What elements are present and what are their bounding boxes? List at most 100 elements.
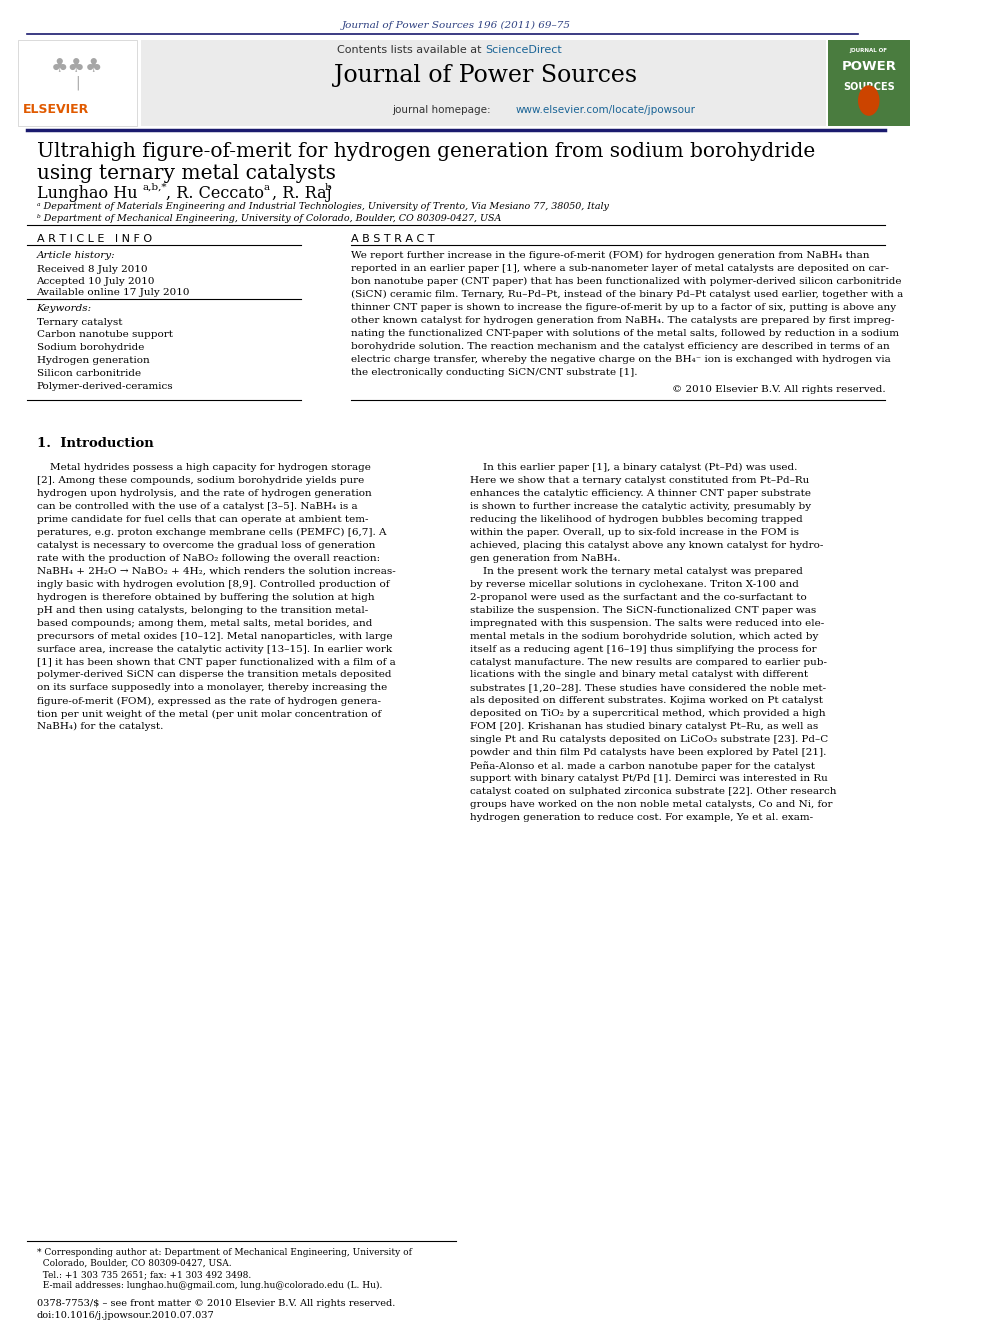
Text: 1.  Introduction: 1. Introduction (37, 437, 153, 450)
Text: can be controlled with the use of a catalyst [3–5]. NaBH₄ is a: can be controlled with the use of a cata… (37, 501, 357, 511)
Text: Available online 17 July 2010: Available online 17 July 2010 (37, 288, 190, 298)
Text: other known catalyst for hydrogen generation from NaBH₄. The catalysts are prepa: other known catalyst for hydrogen genera… (351, 316, 895, 325)
Text: pH and then using catalysts, belonging to the transition metal-: pH and then using catalysts, belonging t… (37, 606, 368, 615)
Text: Peña-Alonso et al. made a carbon nanotube paper for the catalyst: Peña-Alonso et al. made a carbon nanotub… (470, 761, 815, 771)
Text: A R T I C L E   I N F O: A R T I C L E I N F O (37, 234, 152, 245)
Text: Accepted 10 July 2010: Accepted 10 July 2010 (37, 277, 155, 286)
Text: a: a (264, 183, 270, 192)
Text: groups have worked on the non noble metal catalysts, Co and Ni, for: groups have worked on the non noble meta… (470, 800, 832, 810)
Text: journal homepage:: journal homepage: (393, 105, 494, 115)
Text: impregnated with this suspension. The salts were reduced into ele-: impregnated with this suspension. The sa… (470, 619, 824, 627)
Text: ELSEVIER: ELSEVIER (23, 103, 89, 116)
Text: Contents lists available at: Contents lists available at (337, 45, 485, 56)
Text: within the paper. Overall, up to six-fold increase in the FOM is: within the paper. Overall, up to six-fol… (470, 528, 799, 537)
Text: ᵇ Department of Mechanical Engineering, University of Colorado, Boulder, CO 8030: ᵇ Department of Mechanical Engineering, … (37, 214, 501, 224)
Text: , R. Raj: , R. Raj (272, 185, 331, 202)
Text: Article history:: Article history: (37, 251, 115, 261)
Text: borohydride solution. The reaction mechanism and the catalyst efficiency are des: borohydride solution. The reaction mecha… (351, 343, 890, 351)
Text: POWER: POWER (841, 60, 896, 73)
Text: figure-of-merit (FOM), expressed as the rate of hydrogen genera-: figure-of-merit (FOM), expressed as the … (37, 696, 381, 705)
Text: [2]. Among these compounds, sodium borohydride yields pure: [2]. Among these compounds, sodium boroh… (37, 476, 364, 486)
Text: catalyst is necessary to overcome the gradual loss of generation: catalyst is necessary to overcome the gr… (37, 541, 375, 550)
Text: reducing the likelihood of hydrogen bubbles becoming trapped: reducing the likelihood of hydrogen bubb… (470, 515, 803, 524)
Text: stabilize the suspension. The SiCN-functionalized CNT paper was: stabilize the suspension. The SiCN-funct… (470, 606, 816, 615)
Text: Tel.: +1 303 735 2651; fax: +1 303 492 3498.: Tel.: +1 303 735 2651; fax: +1 303 492 3… (37, 1270, 251, 1279)
Text: electric charge transfer, whereby the negative charge on the BH₄⁻ ion is exchang: electric charge transfer, whereby the ne… (351, 355, 891, 364)
Text: doi:10.1016/j.jpowsour.2010.07.037: doi:10.1016/j.jpowsour.2010.07.037 (37, 1311, 214, 1320)
Text: single Pt and Ru catalysts deposited on LiCoO₃ substrate [23]. Pd–C: single Pt and Ru catalysts deposited on … (470, 736, 828, 745)
Text: reported in an earlier paper [1], where a sub-nanometer layer of metal catalysts: reported in an earlier paper [1], where … (351, 265, 889, 274)
Text: itself as a reducing agent [16–19] thus simplifying the process for: itself as a reducing agent [16–19] thus … (470, 644, 816, 654)
FancyBboxPatch shape (827, 40, 910, 126)
Text: enhances the catalytic efficiency. A thinner CNT paper substrate: enhances the catalytic efficiency. A thi… (470, 490, 811, 497)
Text: , R. Ceccato: , R. Ceccato (166, 185, 264, 202)
Text: ᵃ Department of Materials Engineering and Industrial Technologies, University of: ᵃ Department of Materials Engineering an… (37, 202, 608, 212)
Text: © 2010 Elsevier B.V. All rights reserved.: © 2010 Elsevier B.V. All rights reserved… (672, 385, 885, 394)
Text: using ternary metal catalysts: using ternary metal catalysts (37, 164, 335, 183)
Text: Journal of Power Sources 196 (2011) 69–75: Journal of Power Sources 196 (2011) 69–7… (342, 21, 570, 30)
Circle shape (859, 86, 879, 115)
Text: |: | (75, 75, 80, 90)
Text: surface area, increase the catalytic activity [13–15]. In earlier work: surface area, increase the catalytic act… (37, 644, 392, 654)
Text: als deposited on different substrates. Kojima worked on Pt catalyst: als deposited on different substrates. K… (470, 696, 823, 705)
Text: b: b (324, 183, 331, 192)
Text: hydrogen upon hydrolysis, and the rate of hydrogen generation: hydrogen upon hydrolysis, and the rate o… (37, 490, 371, 497)
Text: nating the functionalized CNT-paper with solutions of the metal salts, followed : nating the functionalized CNT-paper with… (351, 329, 900, 339)
Text: NaBH₄ + 2H₂O → NaBO₂ + 4H₂, which renders the solution increas-: NaBH₄ + 2H₂O → NaBO₂ + 4H₂, which render… (37, 566, 395, 576)
Text: Received 8 July 2010: Received 8 July 2010 (37, 265, 147, 274)
Text: hydrogen generation to reduce cost. For example, Ye et al. exam-: hydrogen generation to reduce cost. For … (470, 814, 813, 822)
Text: gen generation from NaBH₄.: gen generation from NaBH₄. (470, 554, 620, 562)
Text: Carbon nanotube support: Carbon nanotube support (37, 331, 173, 340)
Text: ScienceDirect: ScienceDirect (485, 45, 562, 56)
Text: (SiCN) ceramic film. Ternary, Ru–Pd–Pt, instead of the binary Pd–Pt catalyst use: (SiCN) ceramic film. Ternary, Ru–Pd–Pt, … (351, 290, 904, 299)
Text: prime candidate for fuel cells that can operate at ambient tem-: prime candidate for fuel cells that can … (37, 515, 368, 524)
Text: Polymer-derived-ceramics: Polymer-derived-ceramics (37, 382, 174, 392)
Text: E-mail addresses: lunghao.hu@gmail.com, lung.hu@colorado.edu (L. Hu).: E-mail addresses: lunghao.hu@gmail.com, … (37, 1281, 382, 1290)
Text: In the present work the ternary metal catalyst was prepared: In the present work the ternary metal ca… (470, 566, 803, 576)
Text: Lunghao Hu: Lunghao Hu (37, 185, 137, 202)
Text: mental metals in the sodium borohydride solution, which acted by: mental metals in the sodium borohydride … (470, 631, 818, 640)
Text: ♣♣♣: ♣♣♣ (52, 57, 104, 75)
Text: Colorado, Boulder, CO 80309-0427, USA.: Colorado, Boulder, CO 80309-0427, USA. (37, 1259, 231, 1267)
Text: FOM [20]. Krishanan has studied binary catalyst Pt–Ru, as well as: FOM [20]. Krishanan has studied binary c… (470, 722, 818, 732)
Text: support with binary catalyst Pt/Pd [1]. Demirci was interested in Ru: support with binary catalyst Pt/Pd [1]. … (470, 774, 827, 783)
Text: Sodium borohydride: Sodium borohydride (37, 344, 144, 352)
FancyBboxPatch shape (142, 40, 826, 126)
Text: hydrogen is therefore obtained by buffering the solution at high: hydrogen is therefore obtained by buffer… (37, 593, 374, 602)
Text: precursors of metal oxides [10–12]. Metal nanoparticles, with large: precursors of metal oxides [10–12]. Meta… (37, 631, 392, 640)
Text: SOURCES: SOURCES (843, 82, 895, 93)
Text: In this earlier paper [1], a binary catalyst (Pt–Pd) was used.: In this earlier paper [1], a binary cata… (470, 463, 798, 472)
Text: deposited on TiO₂ by a supercritical method, which provided a high: deposited on TiO₂ by a supercritical met… (470, 709, 825, 718)
Text: catalyst manufacture. The new results are compared to earlier pub-: catalyst manufacture. The new results ar… (470, 658, 827, 667)
Text: Keywords:: Keywords: (37, 304, 91, 314)
Text: by reverse micellar solutions in cyclohexane. Triton X-100 and: by reverse micellar solutions in cyclohe… (470, 579, 799, 589)
Text: [1] it has been shown that CNT paper functionalized with a film of a: [1] it has been shown that CNT paper fun… (37, 658, 395, 667)
Text: based compounds; among them, metal salts, metal borides, and: based compounds; among them, metal salts… (37, 619, 372, 627)
Text: catalyst coated on sulphated zirconica substrate [22]. Other research: catalyst coated on sulphated zirconica s… (470, 787, 836, 796)
Text: powder and thin film Pd catalysts have been explored by Patel [21].: powder and thin film Pd catalysts have b… (470, 749, 826, 757)
Text: is shown to further increase the catalytic activity, presumably by: is shown to further increase the catalyt… (470, 501, 811, 511)
Text: * Corresponding author at: Department of Mechanical Engineering, University of: * Corresponding author at: Department of… (37, 1248, 412, 1257)
Text: the electronically conducting SiCN/CNT substrate [1].: the electronically conducting SiCN/CNT s… (351, 368, 638, 377)
Text: www.elsevier.com/locate/jpowsour: www.elsevier.com/locate/jpowsour (516, 105, 695, 115)
Text: peratures, e.g. proton exchange membrane cells (PEMFC) [6,7]. A: peratures, e.g. proton exchange membrane… (37, 528, 386, 537)
Text: Journal of Power Sources: Journal of Power Sources (334, 64, 637, 86)
FancyBboxPatch shape (18, 40, 137, 126)
Text: Ternary catalyst: Ternary catalyst (37, 318, 122, 327)
Text: Metal hydrides possess a high capacity for hydrogen storage: Metal hydrides possess a high capacity f… (37, 463, 370, 472)
Text: tion per unit weight of the metal (per unit molar concentration of: tion per unit weight of the metal (per u… (37, 709, 381, 718)
Text: a,b,*: a,b,* (143, 183, 167, 192)
Text: Hydrogen generation: Hydrogen generation (37, 356, 149, 365)
Text: 0378-7753/$ – see front matter © 2010 Elsevier B.V. All rights reserved.: 0378-7753/$ – see front matter © 2010 El… (37, 1299, 395, 1308)
Text: 2-propanol were used as the surfactant and the co-surfactant to: 2-propanol were used as the surfactant a… (470, 593, 806, 602)
Text: Ultrahigh figure-of-merit for hydrogen generation from sodium borohydride: Ultrahigh figure-of-merit for hydrogen g… (37, 142, 814, 160)
Text: thinner CNT paper is shown to increase the figure-of-merit by up to a factor of : thinner CNT paper is shown to increase t… (351, 303, 897, 312)
Text: achieved, placing this catalyst above any known catalyst for hydro-: achieved, placing this catalyst above an… (470, 541, 823, 550)
Text: Silicon carbonitride: Silicon carbonitride (37, 369, 141, 378)
Text: rate with the production of NaBO₂ following the overall reaction:: rate with the production of NaBO₂ follow… (37, 554, 380, 562)
Text: Here we show that a ternary catalyst constituted from Pt–Pd–Ru: Here we show that a ternary catalyst con… (470, 476, 809, 486)
Text: JOURNAL OF: JOURNAL OF (850, 48, 888, 53)
Text: NaBH₄) for the catalyst.: NaBH₄) for the catalyst. (37, 722, 163, 732)
Text: on its surface supposedly into a monolayer, thereby increasing the: on its surface supposedly into a monolay… (37, 684, 387, 692)
Text: We report further increase in the figure-of-merit (FOM) for hydrogen generation : We report further increase in the figure… (351, 251, 870, 261)
